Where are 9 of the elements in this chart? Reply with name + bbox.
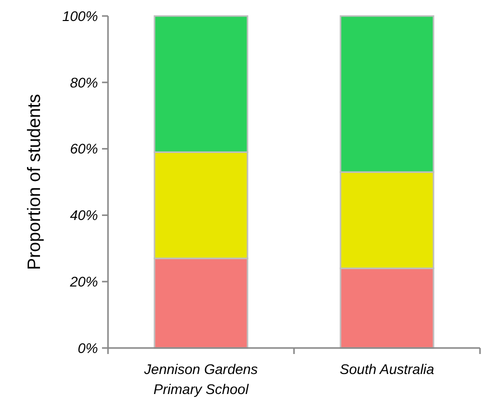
x-tick-label: South Australia bbox=[340, 361, 434, 377]
x-tick-label: Jennison Gardens Primary School bbox=[143, 361, 258, 397]
y-tick-label: 80% bbox=[70, 74, 98, 90]
y-tick-label: 40% bbox=[70, 207, 98, 224]
y-axis-title: Proportion of students bbox=[24, 94, 44, 270]
y-tick-label: 20% bbox=[68, 274, 98, 290]
y-tick-label: 100% bbox=[62, 8, 98, 24]
y-tick-label: 0% bbox=[78, 340, 98, 356]
y-tick-label: 60% bbox=[70, 140, 98, 157]
